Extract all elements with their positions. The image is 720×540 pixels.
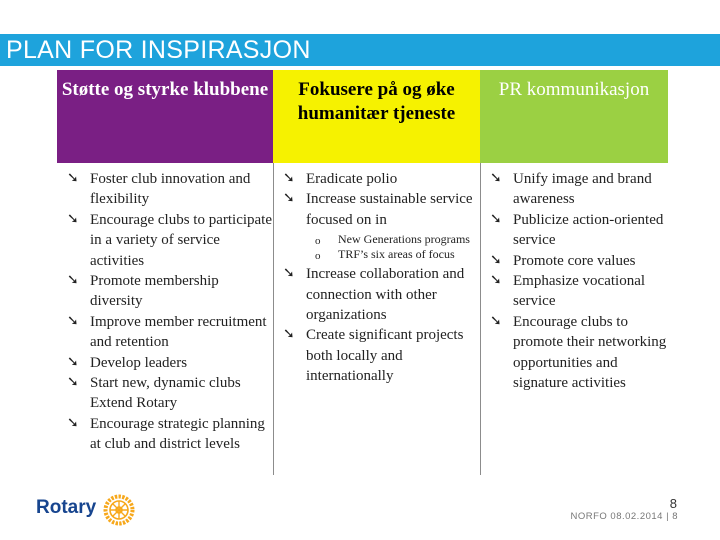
list-item-text: Promote membership diversity — [90, 273, 219, 310]
title-bar: PLAN FOR INSPIRASJON — [0, 34, 720, 66]
list-item-text: Encourage clubs to participate in a vari… — [90, 211, 273, 269]
column-heading-2: Fokusere på og øke humanitær tjeneste — [273, 70, 480, 163]
sub-list-item-text: New Generations programs — [338, 232, 470, 247]
list-item: ➘ Improve member recruitment and retentio… — [57, 312, 273, 353]
list-item: ➘ Encourage clubs to participate in a var… — [57, 210, 273, 271]
arrow-bullet-icon: ➘ — [67, 415, 79, 431]
bullet-list: ➘ Unify image and brand awareness ➘ Public… — [480, 169, 668, 393]
sub-list-item: o New Generations programs — [273, 232, 480, 247]
column-heading-1: Støtte og styrke klubbene — [57, 70, 273, 163]
list-item: ➘ Unify image and brand awareness — [480, 169, 668, 210]
sub-list-item: o TRF’s six areas of focus — [273, 247, 480, 262]
list-item: ➘ Promote core values — [480, 251, 668, 271]
list-item-text: Increase sustainable service focused on … — [306, 191, 473, 228]
arrow-bullet-icon: ➘ — [490, 171, 502, 186]
list-item-text: Unify image and brand awareness — [513, 171, 652, 208]
arrow-bullet-icon: ➘ — [67, 211, 79, 227]
bullet-list: ➘ Eradicate polio ➘ Increase sustainable s… — [273, 169, 480, 230]
sub-list-item-text: TRF’s six areas of focus — [338, 247, 455, 262]
list-item-text: Foster club innovation and flexibility — [90, 171, 251, 208]
list-item: ➘ Foster club innovation and flexibility — [57, 169, 273, 210]
arrow-bullet-icon: ➘ — [67, 313, 79, 329]
rotary-wheel-icon — [103, 494, 135, 526]
arrow-bullet-icon: ➘ — [67, 375, 79, 391]
rotary-logo-text: Rotary — [36, 497, 97, 518]
list-item: ➘ Increase sustainable service focused on… — [273, 189, 480, 230]
list-item: ➘ Develop leaders — [57, 353, 273, 373]
arrow-bullet-icon: ➘ — [490, 273, 502, 289]
arrow-bullet-icon: ➘ — [283, 266, 295, 282]
arrow-bullet-icon: ➘ — [490, 252, 502, 268]
list-item-text: Encourage strategic planning at club and… — [90, 415, 265, 453]
list-item-text: Emphasize vocational service — [513, 273, 646, 310]
footer-text: NORFO 08.02.2014 | 8 — [570, 511, 678, 522]
arrow-bullet-icon: ➘ — [283, 171, 295, 186]
arrow-bullet-icon: ➘ — [67, 354, 79, 370]
circle-bullet-icon: o — [315, 235, 321, 248]
arrow-bullet-icon: ➘ — [67, 171, 79, 186]
arrow-bullet-icon: ➘ — [490, 313, 502, 329]
column-2: ➘ Eradicate polio ➘ Increase sustainable s… — [273, 163, 480, 475]
column-3: ➘ Unify image and brand awareness ➘ Public… — [480, 163, 668, 475]
column-1: ➘ Foster club innovation and flexibility … — [57, 163, 273, 475]
list-item-text: Develop leaders — [90, 354, 188, 371]
list-item-text: Encourage clubs to promote their network… — [513, 313, 667, 392]
arrow-bullet-icon: ➘ — [490, 211, 502, 227]
list-item: ➘ Encourage clubs to promote their networ… — [480, 312, 668, 394]
list-item-text: Create significant projects both locally… — [306, 327, 464, 385]
bullet-list: ➘ Increase collaboration and connection w… — [273, 264, 480, 386]
list-item: ➘ Increase collaboration and connection w… — [273, 264, 480, 325]
circle-bullet-icon: o — [315, 250, 321, 263]
slide-title: PLAN FOR INSPIRASJON — [6, 36, 311, 64]
list-item-text: Eradicate polio — [306, 171, 398, 187]
list-item: ➘ Create significant projects both locall… — [273, 325, 480, 386]
list-item: ➘ Encourage strategic planning at club an… — [57, 414, 273, 455]
list-item: ➘ Promote membership diversity — [57, 271, 273, 312]
arrow-bullet-icon: ➘ — [283, 327, 295, 343]
page-number: 8 — [669, 496, 677, 511]
arrow-bullet-icon: ➘ — [67, 273, 79, 289]
list-item-text: Publicize action-oriented service — [513, 211, 664, 249]
list-item: ➘ Start new, dynamic clubs Extend Rotary — [57, 373, 273, 414]
column-heading-3: PR kommunikasjon — [480, 70, 668, 163]
arrow-bullet-icon: ➘ — [283, 191, 295, 207]
list-item-text: Promote core values — [513, 252, 636, 269]
list-item-text: Improve member recruitment and retention — [90, 313, 267, 351]
list-item-text: Start new, dynamic clubs Extend Rotary — [90, 375, 241, 412]
bullet-list: ➘ Foster club innovation and flexibility … — [57, 169, 273, 455]
list-item: ➘ Eradicate polio — [273, 169, 480, 189]
rotary-logo: Rotary — [36, 493, 136, 527]
sub-bullet-list: o New Generations programs o TRF’s six are… — [273, 232, 480, 262]
list-item: ➘ Publicize action-oriented service — [480, 210, 668, 251]
list-item-text: Increase collaboration and connection wi… — [306, 266, 465, 324]
column-divider — [480, 163, 481, 475]
column-divider — [273, 163, 274, 475]
list-item: ➘ Emphasize vocational service — [480, 271, 668, 312]
